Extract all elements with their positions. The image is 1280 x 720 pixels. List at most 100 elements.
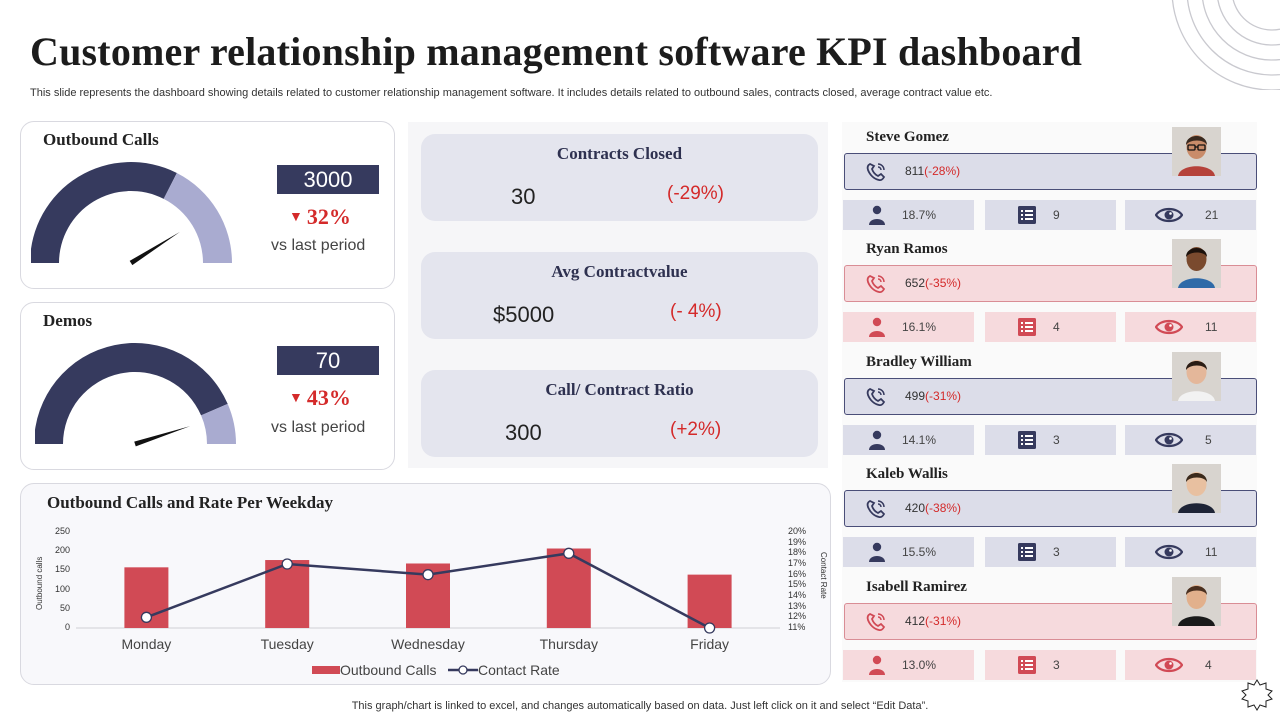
outbound-calls-change: ▼ 32% — [289, 204, 351, 230]
eye-icon — [1154, 430, 1184, 450]
x-tick-label: Friday — [690, 636, 730, 652]
rep-views-cell: 4 — [1125, 650, 1256, 680]
rep-calls-change: (-35%) — [925, 276, 962, 290]
rep-lists-cell: 9 — [985, 200, 1116, 230]
call-contract-ratio-value: 300 — [505, 420, 542, 445]
avg-contract-value-change: (- 4%) — [670, 301, 722, 322]
rep-calls: 811(-28%) — [905, 164, 960, 178]
demos-vs: vs last period — [271, 419, 366, 436]
rep-calls-value: 412 — [905, 614, 926, 628]
rep-views-cell: 5 — [1125, 425, 1256, 455]
rep-calls-change: (-38%) — [925, 501, 962, 515]
rep-percent-cell: 16.1% — [843, 312, 974, 342]
y-tick-label: 150 — [54, 564, 70, 575]
avatar — [1172, 239, 1221, 288]
contact-rate-point-monday — [140, 611, 153, 623]
rep-calls-value: 811 — [905, 164, 925, 178]
person-icon — [867, 655, 887, 675]
page-title: Customer relationship management softwar… — [30, 29, 1083, 74]
rep-name: Ryan Ramos — [866, 241, 948, 257]
y-tick-label: 250 — [54, 526, 70, 536]
rep-lists-cell: 3 — [985, 650, 1116, 680]
rep-lists: 3 — [1053, 545, 1060, 559]
avatar — [1172, 577, 1221, 626]
call-contract-ratio-change: (+2%) — [670, 419, 722, 440]
y2-tick-label: 14% — [788, 590, 807, 600]
x-tick-label: Tuesday — [260, 636, 314, 652]
rep-calls-change: (-31%) — [925, 389, 962, 403]
gauge-needle — [134, 426, 191, 447]
phone-icon — [865, 274, 887, 294]
down-triangle-icon: ▼ — [289, 391, 303, 406]
avg-contract-value-value: $5000 — [493, 302, 555, 327]
call-contract-ratio-card: Call/ Contract Ratio 300 (+2%) — [421, 370, 818, 457]
list-icon — [1017, 655, 1037, 675]
x-tick-label: Monday — [121, 636, 172, 652]
person-icon — [867, 317, 887, 337]
rep-percent-cell: 15.5% — [843, 537, 974, 567]
outbound-calls-title: Outbound Calls — [43, 130, 159, 149]
outbound-calls-gauge — [31, 162, 232, 266]
y2-tick-label: 11% — [788, 622, 806, 632]
page-subtitle: This slide represents the dashboard show… — [30, 87, 993, 99]
person-icon — [867, 430, 887, 450]
demos-gauge — [35, 343, 236, 447]
rep-calls-value: 420 — [905, 501, 926, 515]
phone-icon — [865, 499, 887, 519]
phone-icon — [865, 162, 887, 182]
rep-lists-cell: 3 — [985, 537, 1116, 567]
rep-calls-change: (-31%) — [925, 614, 962, 628]
eye-icon — [1154, 542, 1184, 562]
rep-calls: 652(-35%) — [905, 276, 961, 290]
avatar — [1172, 464, 1221, 513]
y2-tick-label: 20% — [788, 526, 807, 536]
contact-rate-point-thursday — [563, 547, 575, 559]
list-icon — [1017, 430, 1037, 450]
rep-views: 5 — [1205, 433, 1212, 447]
rep-views-cell: 11 — [1125, 312, 1256, 342]
rep-percent-cell: 18.7% — [843, 200, 974, 230]
outbound-calls-panel: Outbound Calls 3000 ▼ 32% vs last period — [20, 121, 395, 289]
demos-value: 70 — [277, 346, 379, 375]
rep-lists: 9 — [1053, 208, 1060, 222]
rep-calls: 499(-31%) — [905, 389, 961, 403]
footer-note: This graph/chart is linked to excel, and… — [351, 700, 929, 712]
rep-views-cell: 11 — [1125, 537, 1256, 567]
rep-views-cell: 21 — [1125, 200, 1256, 230]
y-tick-label: 0 — [64, 622, 70, 632]
gauge-fill — [31, 162, 177, 263]
person-icon — [867, 542, 887, 562]
list-icon — [1017, 542, 1037, 562]
rep-percent: 13.0% — [902, 658, 937, 672]
contact-rate-point-friday — [703, 622, 716, 634]
eye-icon — [1154, 655, 1184, 675]
rep-calls-value: 499 — [905, 389, 926, 403]
demos-change: ▼ 43% — [289, 385, 351, 411]
rep-name: Isabell Ramirez — [866, 579, 967, 595]
rep-percent-cell: 13.0% — [843, 650, 974, 680]
rep-calls-change: (-28%) — [924, 164, 961, 178]
rep-name: Bradley William — [866, 354, 972, 370]
rep-lists-cell: 3 — [985, 425, 1116, 455]
rep-lists-cell: 4 — [985, 312, 1116, 342]
contracts-closed-title: Contracts Closed — [556, 144, 683, 163]
y-tick-label: 200 — [54, 545, 70, 556]
down-triangle-icon: ▼ — [289, 210, 303, 225]
rep-percent-cell: 14.1% — [843, 425, 974, 455]
phone-icon — [865, 612, 887, 632]
rep-lists: 3 — [1053, 433, 1060, 447]
rep-views: 21 — [1205, 208, 1219, 222]
rep-calls: 412(-31%) — [905, 614, 961, 628]
eye-icon — [1154, 317, 1184, 337]
call-contract-ratio-title: Call/ Contract Ratio — [545, 380, 694, 399]
y2-tick-label: 19% — [788, 536, 807, 547]
list-icon — [1017, 205, 1037, 225]
legend-bar-swatch — [312, 666, 340, 674]
bar-tuesday — [265, 560, 310, 628]
demos-title: Demos — [43, 311, 93, 330]
rep-views: 11 — [1205, 320, 1218, 334]
y-tick-label: 100 — [54, 583, 70, 594]
list-icon — [1017, 317, 1037, 337]
legend-outbound-calls: Outbound Calls — [340, 662, 437, 678]
